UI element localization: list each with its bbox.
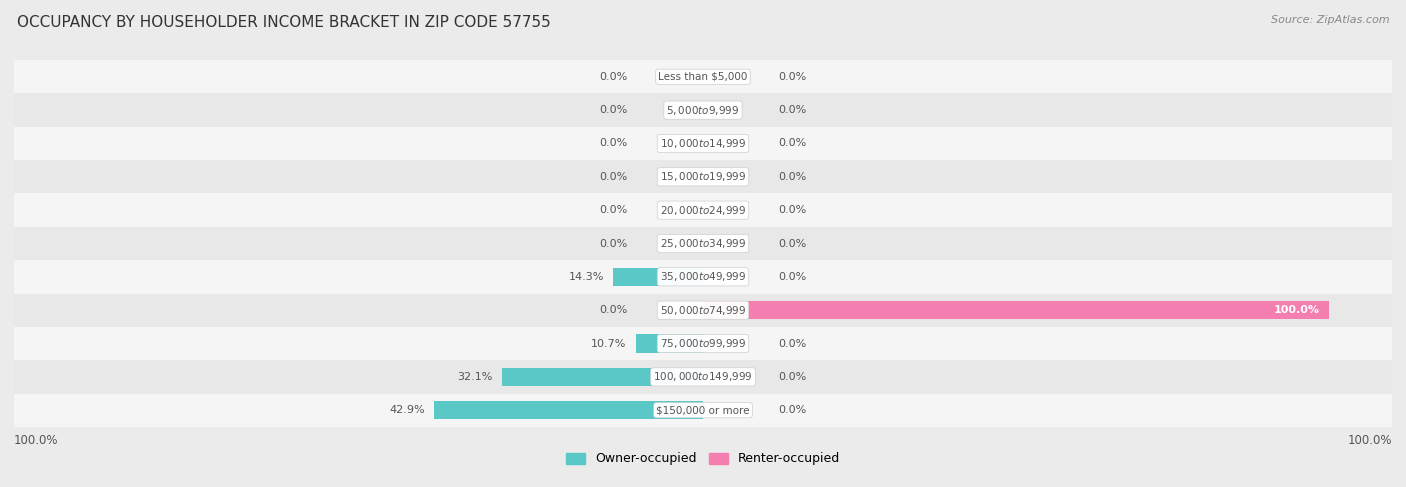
Text: 100.0%: 100.0% (1347, 433, 1392, 447)
Text: $50,000 to $74,999: $50,000 to $74,999 (659, 304, 747, 317)
Text: 0.0%: 0.0% (778, 405, 807, 415)
Text: 0.0%: 0.0% (778, 172, 807, 182)
Text: 32.1%: 32.1% (457, 372, 492, 382)
Text: 0.0%: 0.0% (778, 338, 807, 349)
Text: 0.0%: 0.0% (778, 138, 807, 149)
Bar (14, 294, 1392, 327)
Bar (613, 268, 703, 286)
Bar (14, 260, 1392, 294)
Text: 10.7%: 10.7% (591, 338, 627, 349)
Text: $100,000 to $149,999: $100,000 to $149,999 (654, 371, 752, 383)
Text: 0.0%: 0.0% (599, 138, 628, 149)
Text: OCCUPANCY BY HOUSEHOLDER INCOME BRACKET IN ZIP CODE 57755: OCCUPANCY BY HOUSEHOLDER INCOME BRACKET … (17, 15, 551, 30)
Bar (14, 94, 1392, 127)
Text: 0.0%: 0.0% (599, 239, 628, 248)
Text: 0.0%: 0.0% (778, 272, 807, 282)
Text: $150,000 or more: $150,000 or more (657, 405, 749, 415)
Text: 0.0%: 0.0% (778, 72, 807, 82)
Text: $5,000 to $9,999: $5,000 to $9,999 (666, 104, 740, 116)
Text: $20,000 to $24,999: $20,000 to $24,999 (659, 204, 747, 217)
Text: 100.0%: 100.0% (14, 433, 59, 447)
Text: $15,000 to $19,999: $15,000 to $19,999 (659, 170, 747, 183)
Text: $25,000 to $34,999: $25,000 to $34,999 (659, 237, 747, 250)
Text: $10,000 to $14,999: $10,000 to $14,999 (659, 137, 747, 150)
Bar (434, 401, 703, 419)
Bar (502, 368, 703, 386)
Bar (703, 301, 1329, 319)
Text: 0.0%: 0.0% (778, 239, 807, 248)
Text: Source: ZipAtlas.com: Source: ZipAtlas.com (1271, 15, 1389, 25)
Text: 42.9%: 42.9% (389, 405, 425, 415)
Text: 0.0%: 0.0% (599, 172, 628, 182)
Text: 0.0%: 0.0% (599, 105, 628, 115)
Bar (636, 335, 703, 353)
Bar (14, 160, 1392, 193)
Text: 0.0%: 0.0% (778, 105, 807, 115)
Bar (14, 360, 1392, 393)
Text: 100.0%: 100.0% (1274, 305, 1320, 315)
Bar (14, 60, 1392, 94)
Bar (14, 127, 1392, 160)
Text: Less than $5,000: Less than $5,000 (658, 72, 748, 82)
Bar (14, 193, 1392, 227)
Text: 0.0%: 0.0% (778, 205, 807, 215)
Bar (14, 327, 1392, 360)
Text: 14.3%: 14.3% (568, 272, 605, 282)
Text: 0.0%: 0.0% (599, 72, 628, 82)
Text: 0.0%: 0.0% (599, 305, 628, 315)
Text: $75,000 to $99,999: $75,000 to $99,999 (659, 337, 747, 350)
Text: 0.0%: 0.0% (778, 372, 807, 382)
Bar (14, 393, 1392, 427)
Text: 0.0%: 0.0% (599, 205, 628, 215)
Bar (14, 227, 1392, 260)
Legend: Owner-occupied, Renter-occupied: Owner-occupied, Renter-occupied (561, 448, 845, 470)
Text: $35,000 to $49,999: $35,000 to $49,999 (659, 270, 747, 283)
